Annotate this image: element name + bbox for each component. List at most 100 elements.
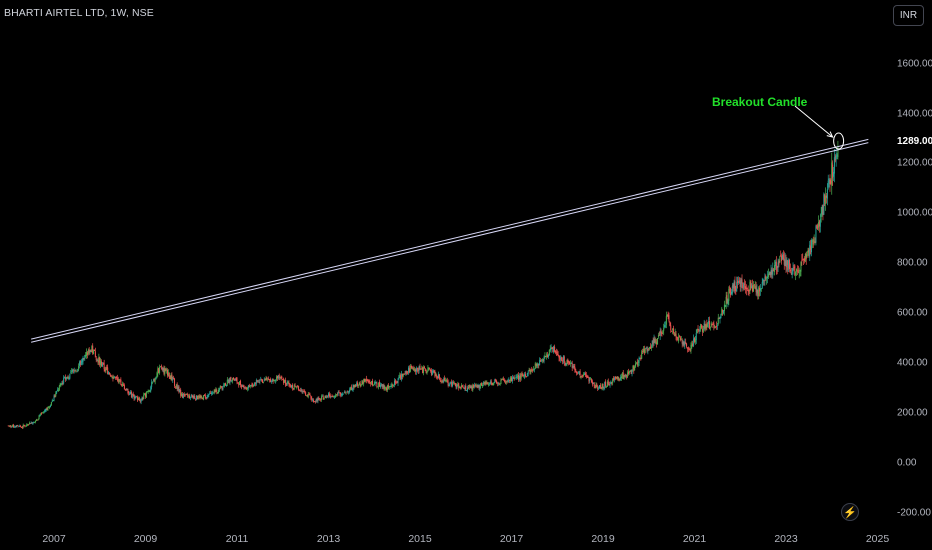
candle-body <box>527 371 529 374</box>
candle-body <box>325 396 327 398</box>
candle-body <box>264 378 266 380</box>
candle-body <box>794 265 796 275</box>
candle-body <box>792 268 794 272</box>
candle-body <box>504 382 506 384</box>
candle-body <box>341 393 343 396</box>
candle-body <box>320 396 322 400</box>
candle-body <box>643 348 645 354</box>
candle-body <box>746 288 748 289</box>
candle-body <box>588 377 590 382</box>
currency-button[interactable]: INR <box>893 5 924 26</box>
candle-body <box>595 384 597 389</box>
candle-body <box>210 392 212 394</box>
candle-body <box>714 326 716 328</box>
candle-body <box>414 369 416 372</box>
candle-body <box>328 393 330 396</box>
candle-body <box>320 399 322 401</box>
candle-body <box>690 344 692 351</box>
candle-body <box>581 375 583 377</box>
candle-body <box>487 382 489 385</box>
candle-body <box>626 374 628 378</box>
candle-body <box>724 305 726 307</box>
candle-body <box>269 379 271 380</box>
candle-body <box>32 422 34 424</box>
candle-body <box>524 373 526 377</box>
candle-body <box>799 270 801 272</box>
candle-body <box>64 377 66 378</box>
candle-body <box>321 395 323 397</box>
candle-body <box>783 258 785 265</box>
candle-body <box>616 377 618 378</box>
candle-body <box>791 271 793 275</box>
y-tick-label: 200.00 <box>897 407 928 419</box>
candle-body <box>444 378 446 381</box>
candle-body <box>157 368 159 375</box>
candle-body <box>296 386 298 389</box>
candle-body <box>274 380 276 381</box>
candle-body <box>369 381 371 383</box>
candle-body <box>453 382 455 384</box>
candle-body <box>142 397 144 400</box>
candle-body <box>502 379 504 380</box>
candle-body <box>101 361 103 366</box>
candle-body <box>477 384 479 388</box>
candle-body <box>79 361 81 365</box>
candle-body <box>20 426 22 428</box>
candle-body <box>752 285 754 292</box>
candle-body <box>291 384 293 389</box>
candle-body <box>436 375 438 378</box>
candle-body <box>68 377 70 379</box>
candle-body <box>711 323 713 325</box>
candle-body <box>330 396 332 398</box>
candle-body <box>459 387 461 389</box>
x-tick-label: 2007 <box>42 533 66 545</box>
candle-body <box>30 422 32 424</box>
candle-body <box>834 158 836 161</box>
candle-body <box>578 371 580 373</box>
candle-body <box>276 376 278 379</box>
candle-body <box>379 381 381 387</box>
candle-body <box>511 377 512 382</box>
candle-body <box>443 378 445 383</box>
candle-body <box>27 423 29 425</box>
candle-body <box>55 393 57 397</box>
candle-body <box>637 363 639 366</box>
candle-body <box>541 359 543 361</box>
candle-body <box>253 384 255 387</box>
candle-body <box>290 385 292 388</box>
candle-body <box>579 371 581 376</box>
candle-body <box>600 388 602 389</box>
candle-body <box>540 360 542 362</box>
candle-body <box>339 392 341 395</box>
candle-body <box>316 399 318 401</box>
candle-body <box>155 378 157 379</box>
candle-body <box>307 394 309 397</box>
candle-body <box>322 396 324 400</box>
candle-body <box>603 387 605 389</box>
candle-body <box>73 369 75 372</box>
lightning-bolt-icon[interactable]: ⚡ <box>841 503 859 521</box>
candle-body <box>357 382 359 386</box>
candle-body <box>331 395 333 397</box>
candle-body <box>254 383 256 386</box>
candle-body <box>408 367 410 373</box>
candle-body <box>36 419 38 421</box>
candle-body <box>802 259 804 261</box>
candle-body <box>107 367 109 375</box>
candle-body <box>648 348 650 350</box>
candle-body <box>162 367 164 370</box>
candle-body <box>401 373 403 377</box>
candle-body <box>250 385 252 387</box>
candle-body <box>214 390 216 393</box>
candle-body <box>255 380 257 384</box>
candle-body <box>511 377 513 382</box>
candle-body <box>563 356 565 363</box>
candle-body <box>187 394 189 397</box>
candle-body <box>119 379 121 381</box>
candle-body <box>796 268 798 272</box>
candle-body <box>77 369 79 372</box>
candle-body <box>7 425 9 427</box>
candle-body <box>734 281 736 292</box>
y-tick-label: 600.00 <box>897 307 928 319</box>
